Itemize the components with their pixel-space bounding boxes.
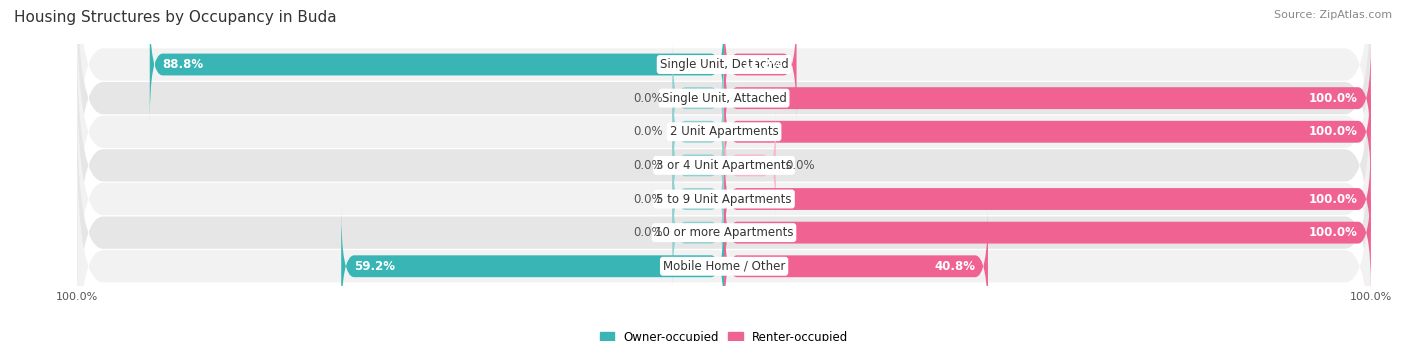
FancyBboxPatch shape <box>724 210 988 323</box>
FancyBboxPatch shape <box>724 75 1371 188</box>
FancyBboxPatch shape <box>672 109 724 222</box>
Text: 0.0%: 0.0% <box>633 193 662 206</box>
FancyBboxPatch shape <box>77 47 1371 284</box>
FancyBboxPatch shape <box>672 143 724 255</box>
Text: 10 or more Apartments: 10 or more Apartments <box>655 226 793 239</box>
Text: 0.0%: 0.0% <box>633 226 662 239</box>
Text: Mobile Home / Other: Mobile Home / Other <box>662 260 786 273</box>
FancyBboxPatch shape <box>724 143 1371 255</box>
FancyBboxPatch shape <box>77 0 1371 217</box>
Text: 100.0%: 100.0% <box>1309 125 1358 138</box>
Text: 0.0%: 0.0% <box>786 159 815 172</box>
Text: 2 Unit Apartments: 2 Unit Apartments <box>669 125 779 138</box>
FancyBboxPatch shape <box>672 75 724 188</box>
Text: 100.0%: 100.0% <box>1309 92 1358 105</box>
Text: 3 or 4 Unit Apartments: 3 or 4 Unit Apartments <box>657 159 792 172</box>
FancyBboxPatch shape <box>724 8 797 121</box>
Text: 100.0%: 100.0% <box>1309 193 1358 206</box>
FancyBboxPatch shape <box>77 148 1371 341</box>
Text: 59.2%: 59.2% <box>354 260 395 273</box>
FancyBboxPatch shape <box>672 42 724 154</box>
FancyBboxPatch shape <box>342 210 724 323</box>
Legend: Owner-occupied, Renter-occupied: Owner-occupied, Renter-occupied <box>595 326 853 341</box>
FancyBboxPatch shape <box>77 81 1371 317</box>
Text: Source: ZipAtlas.com: Source: ZipAtlas.com <box>1274 10 1392 20</box>
FancyBboxPatch shape <box>77 13 1371 250</box>
Text: 0.0%: 0.0% <box>633 92 662 105</box>
Text: 5 to 9 Unit Apartments: 5 to 9 Unit Apartments <box>657 193 792 206</box>
FancyBboxPatch shape <box>77 114 1371 341</box>
FancyBboxPatch shape <box>724 42 1371 154</box>
Text: Housing Structures by Occupancy in Buda: Housing Structures by Occupancy in Buda <box>14 10 336 25</box>
Text: Single Unit, Attached: Single Unit, Attached <box>662 92 786 105</box>
Text: 40.8%: 40.8% <box>934 260 974 273</box>
Text: 0.0%: 0.0% <box>633 125 662 138</box>
Text: Single Unit, Detached: Single Unit, Detached <box>659 58 789 71</box>
FancyBboxPatch shape <box>724 176 1371 289</box>
FancyBboxPatch shape <box>77 0 1371 183</box>
FancyBboxPatch shape <box>150 8 724 121</box>
FancyBboxPatch shape <box>672 176 724 289</box>
Text: 0.0%: 0.0% <box>633 159 662 172</box>
Text: 11.2%: 11.2% <box>742 58 783 71</box>
Text: 88.8%: 88.8% <box>163 58 204 71</box>
FancyBboxPatch shape <box>724 109 776 222</box>
Text: 100.0%: 100.0% <box>1309 226 1358 239</box>
